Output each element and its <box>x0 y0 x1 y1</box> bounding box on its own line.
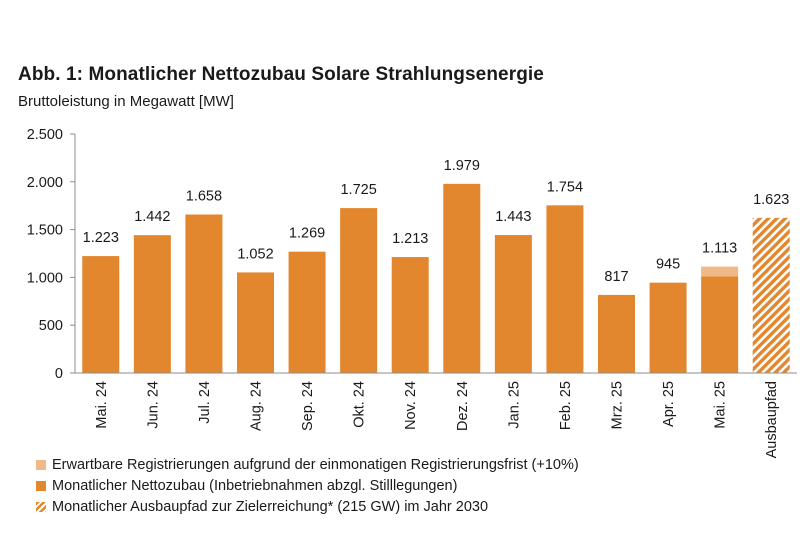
bar-net-additions <box>701 276 739 373</box>
x-tick-label: Jan. 25 <box>506 381 522 429</box>
legend-swatch-light <box>36 459 46 470</box>
bar-value-label: 817 <box>604 269 628 285</box>
bar-value-label: 1.443 <box>495 209 531 225</box>
bar-expected-registrations <box>701 266 739 277</box>
bar-value-label: 1.623 <box>753 192 789 208</box>
legend-label: Erwartbare Registrierungen aufgrund der … <box>52 456 579 473</box>
bar-net-additions <box>82 256 120 373</box>
x-tick-label: Sep. 24 <box>300 381 316 431</box>
bar-value-label: 945 <box>656 257 680 273</box>
bar-net-additions <box>288 251 326 373</box>
legend-label: Monatlicher Nettozubau (Inbetriebnahmen … <box>52 477 458 494</box>
bar-net-additions <box>494 235 532 373</box>
chart-title: Abb. 1: Monatlicher Nettozubau Solare St… <box>18 64 544 85</box>
x-tick-label: Okt. 24 <box>352 381 368 428</box>
bars <box>82 183 790 373</box>
bar-net-additions <box>649 282 687 373</box>
data-labels: 1.223 1.442 1.658 1.052 1.269 1.725 1.213 1.979… <box>83 158 790 285</box>
x-tick-label: Nov. 24 <box>403 381 419 430</box>
x-tick-label: Mai. 25 <box>713 381 729 429</box>
bar-net-additions <box>546 205 584 373</box>
legend-item-expansion-path: Monatlicher Ausbaupfad zur Zielerreichun… <box>36 496 579 517</box>
y-tick-label: 500 <box>39 318 63 334</box>
y-tick-label: 2.500 <box>27 127 63 143</box>
bar-value-label: 1.213 <box>392 231 428 247</box>
y-tick-label: 2.000 <box>27 175 63 191</box>
bar-value-label: 1.269 <box>289 226 325 242</box>
bar-value-label: 1.113 <box>702 241 737 257</box>
bar-expansion-path <box>752 217 790 373</box>
legend-item-net-additions: Monatlicher Nettozubau (Inbetriebnahmen … <box>36 475 579 496</box>
bar-value-label: 1.223 <box>83 230 119 246</box>
x-tick-label: Mrz. 25 <box>610 381 626 429</box>
bar-value-label: 1.442 <box>134 209 170 225</box>
bar-value-label: 1.658 <box>186 188 222 204</box>
x-tick-label: Aug. 24 <box>249 381 265 431</box>
bar-value-label: 1.979 <box>444 158 480 174</box>
bar-net-additions <box>340 208 378 373</box>
bar-value-label: 1.725 <box>340 182 376 198</box>
y-tick-label: 1.000 <box>27 270 63 286</box>
bar-net-additions <box>237 272 274 373</box>
chart-subtitle: Bruttoleistung in Megawatt [MW] <box>18 93 234 110</box>
y-tick-label: 1.500 <box>27 223 63 239</box>
x-tick-label: Mai. 24 <box>94 381 110 429</box>
bar-net-additions <box>185 214 223 373</box>
bar-value-label: 1.052 <box>237 246 273 262</box>
x-tick-label: Ausbaupfad <box>764 381 780 458</box>
x-tick-label: Dez. 24 <box>455 381 471 431</box>
legend-item-registrations: Erwartbare Registrierungen aufgrund der … <box>36 454 579 475</box>
bar-value-label: 1.754 <box>547 179 583 195</box>
legend-label: Monatlicher Ausbaupfad zur Zielerreichun… <box>52 498 489 515</box>
x-tick-label: Jun. 24 <box>145 381 161 429</box>
x-tick-label: Jul. 24 <box>197 381 213 424</box>
bar-net-additions <box>443 183 481 373</box>
legend-swatch-hatch <box>36 501 46 512</box>
y-axis: 0 500 1.000 1.500 2.000 2.500 <box>27 127 76 382</box>
bar-net-additions <box>598 294 635 373</box>
x-axis: Mai. 24 Jun. 24 Jul. 24 Aug. 24 Sep. 24 Okt. … <box>75 372 797 458</box>
x-tick-label: Feb. 25 <box>558 381 574 430</box>
bar-net-additions <box>133 235 171 373</box>
bar-net-additions <box>391 257 429 373</box>
y-tick-label: 0 <box>55 366 63 382</box>
legend: Erwartbare Registrierungen aufgrund der … <box>36 454 579 517</box>
legend-swatch-main <box>36 480 46 491</box>
x-tick-label: Apr. 25 <box>661 381 677 427</box>
